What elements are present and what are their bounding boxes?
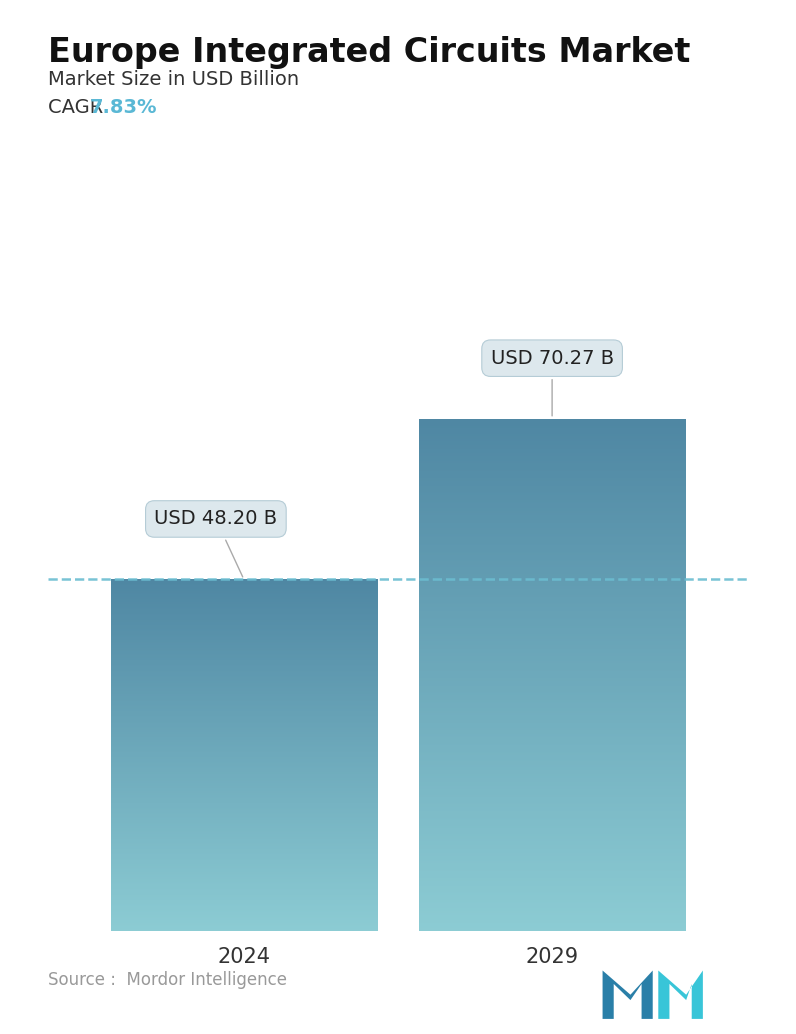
Polygon shape bbox=[658, 971, 703, 1018]
Text: Market Size in USD Billion: Market Size in USD Billion bbox=[48, 70, 298, 89]
Polygon shape bbox=[603, 971, 653, 1018]
Text: Europe Integrated Circuits Market: Europe Integrated Circuits Market bbox=[48, 36, 690, 69]
Text: USD 70.27 B: USD 70.27 B bbox=[490, 348, 614, 416]
Text: CAGR: CAGR bbox=[48, 98, 109, 117]
Text: Source :  Mordor Intelligence: Source : Mordor Intelligence bbox=[48, 971, 287, 989]
Text: USD 48.20 B: USD 48.20 B bbox=[154, 510, 278, 577]
Text: 7.83%: 7.83% bbox=[90, 98, 158, 117]
